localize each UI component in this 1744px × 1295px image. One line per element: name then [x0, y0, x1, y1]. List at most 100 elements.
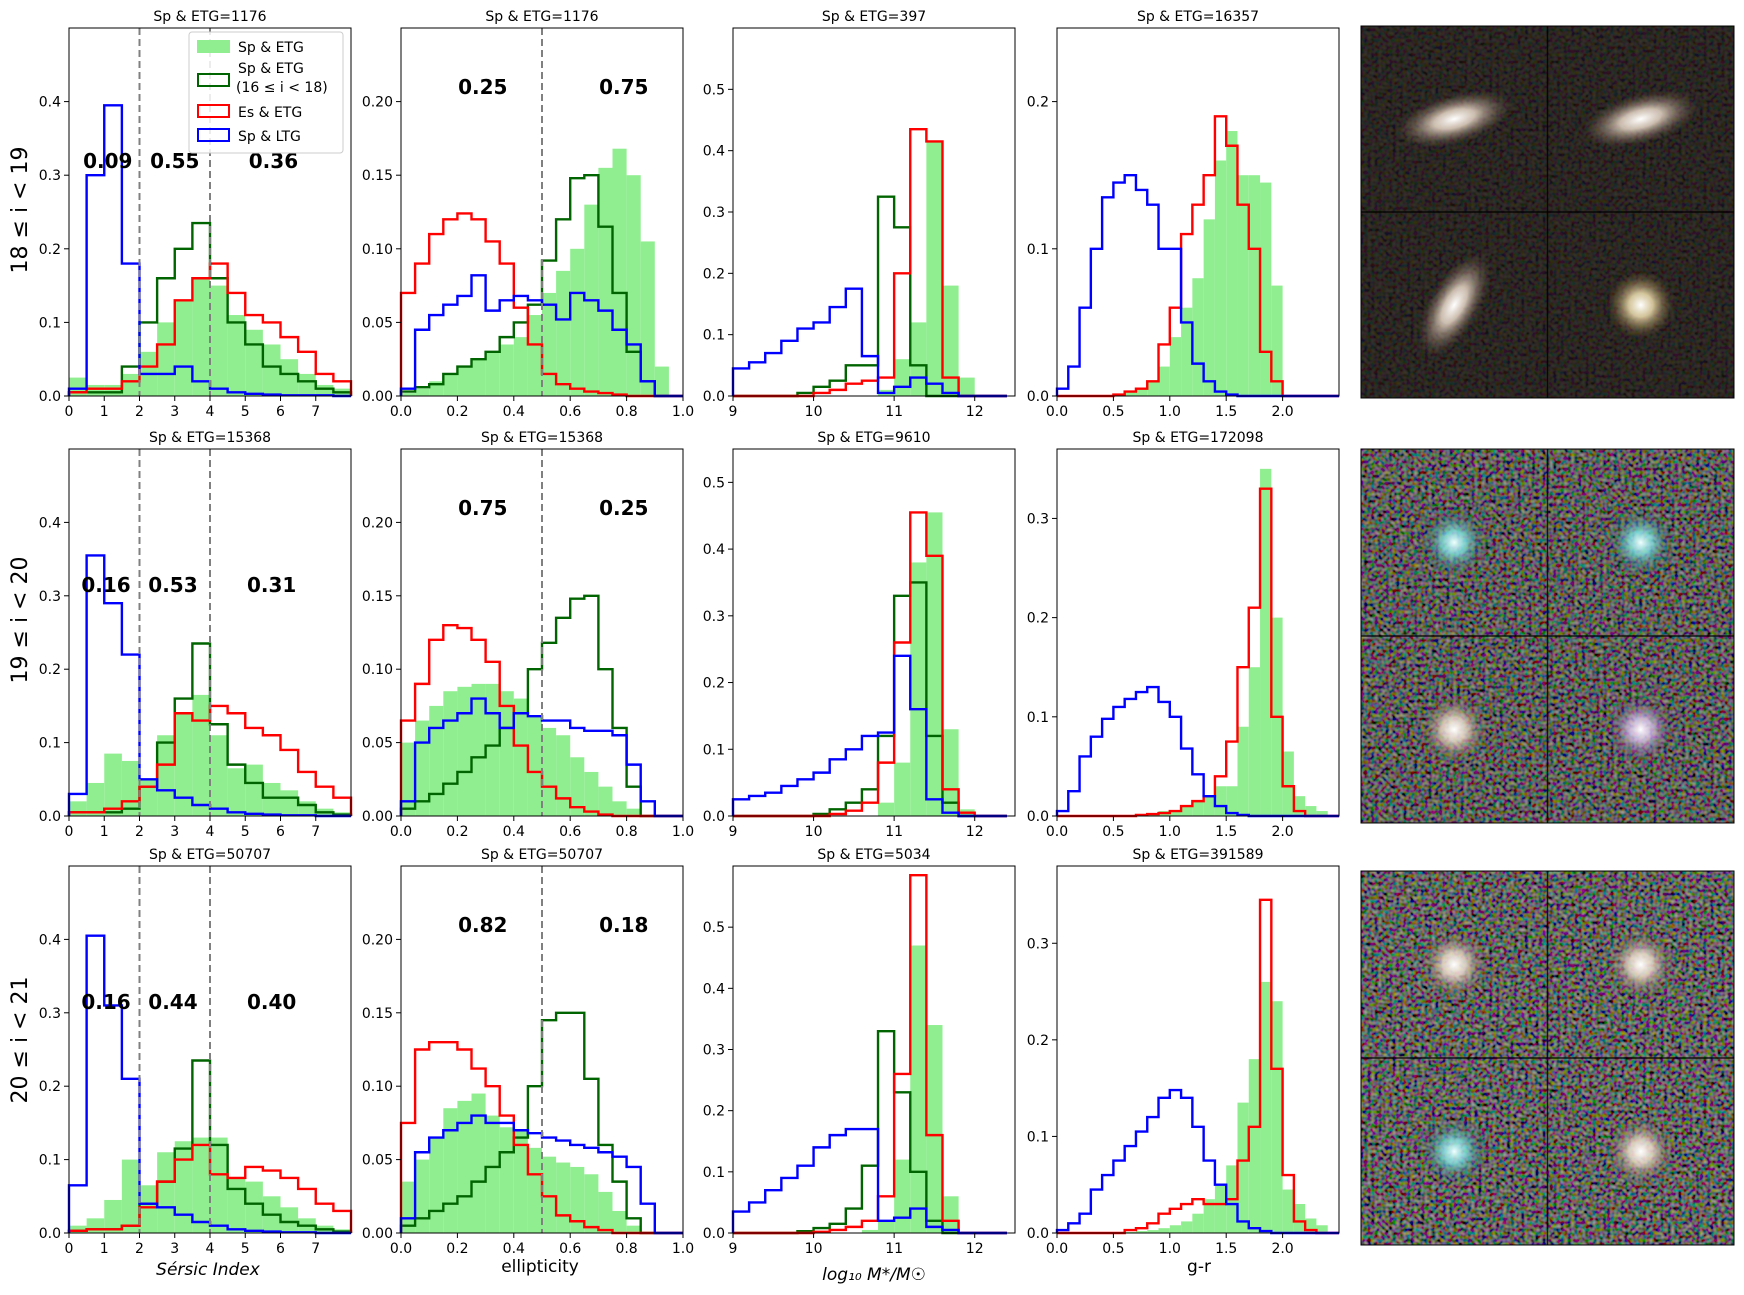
bar-sp-etg [1181, 1221, 1193, 1233]
step-sp-ltg [731, 1127, 1007, 1235]
bar-sp-etg [598, 167, 613, 396]
ytick-label: 0.5 [703, 475, 725, 491]
row-label-2: 19 ≤ i < 20 [8, 557, 33, 684]
panel-title: Sp & ETG=15368 [481, 430, 603, 446]
ytick-label: 0.0 [703, 809, 725, 825]
axes-frame [1056, 448, 1340, 817]
step-sp-ltg [731, 287, 1007, 398]
bar-sp-etg [513, 337, 528, 396]
bar-sp-etg [910, 945, 927, 1233]
xtick-label: 0.0 [1046, 404, 1068, 420]
bar-sp-etg [894, 1159, 911, 1233]
bar-sp-etg [612, 148, 627, 396]
axes-frame [400, 865, 684, 1234]
bar-sp-etg [1203, 796, 1215, 816]
xtick-label: 1.5 [1215, 824, 1237, 840]
xlabel-color: g-r [1187, 1257, 1211, 1277]
bar-sp-etg [86, 384, 105, 396]
ytick-label: 0.1 [39, 315, 61, 331]
ytick-label: 0.0 [39, 1226, 61, 1242]
bar-sp-etg [1316, 811, 1328, 816]
ytick-label: 0.2 [39, 1079, 61, 1095]
bar-sp-etg [542, 1156, 557, 1233]
bar-sp-etg [121, 373, 140, 396]
bar-sp-etg [1237, 726, 1249, 816]
legend: Sp & ETG Sp & ETG (16 ≤ i < 18) Es & ETG… [188, 31, 344, 154]
ytick-label: 0.1 [1027, 242, 1049, 258]
xtick-label: 1.0 [1159, 824, 1181, 840]
image-block-3 [1360, 870, 1735, 1246]
ytick-label: 0.0 [39, 389, 61, 405]
bar-sp-etg [457, 366, 472, 396]
ytick-label: 0.3 [703, 1043, 725, 1059]
step-sp-etg-bright [733, 1029, 1007, 1235]
legend-frame [188, 31, 344, 154]
step-es-etg [1057, 487, 1339, 818]
xtick-label: 10 [805, 824, 823, 840]
panel-title: Sp & ETG=397 [822, 9, 926, 25]
xtick-label: 0.5 [1102, 824, 1124, 840]
panel-title: Sp & ETG=16357 [1137, 9, 1259, 25]
bar-sp-etg [315, 384, 334, 396]
bar-sp-etg [1271, 1001, 1283, 1233]
bar-sp-etg [598, 1191, 613, 1233]
bar-sp-etg [1260, 981, 1272, 1233]
galaxy-blob [1606, 508, 1675, 577]
bar-sp-etg [1214, 1184, 1227, 1233]
bar-sp-etg [139, 1185, 158, 1233]
axes-frame [732, 27, 1016, 397]
step-sp-ltg [1055, 1088, 1339, 1235]
bar-sp-etg [192, 694, 210, 816]
fraction-label: 0.75 [599, 75, 648, 99]
ytick-label: 0.2 [39, 662, 61, 678]
xtick-label: 0.0 [1046, 1241, 1068, 1257]
bar-sp-etg [485, 351, 500, 396]
step-sp-etg-bright [399, 1011, 683, 1235]
xtick-label: 1.5 [1215, 1241, 1237, 1257]
bar-sp-etg [192, 1137, 210, 1233]
bar-sp-etg [1282, 1189, 1294, 1233]
step-es-etg [733, 511, 1007, 818]
bar-sp-etg [104, 384, 122, 396]
bar-sp-etg [942, 1196, 959, 1233]
fraction-label: 0.75 [458, 496, 507, 520]
panel-title: Sp & ETG=1176 [153, 9, 266, 25]
bar-sp-etg [121, 1159, 140, 1233]
image-frame [1360, 448, 1735, 824]
xtick-label: 4 [206, 1241, 215, 1257]
ytick-label: 0.15 [362, 589, 393, 605]
step-sp-ltg [731, 654, 1007, 818]
step-es-etg [399, 623, 683, 818]
ytick-label: 0.4 [703, 981, 725, 997]
ytick-label: 0.1 [1027, 710, 1049, 726]
step-es-etg [399, 212, 683, 398]
step-sp-ltg [67, 934, 351, 1235]
ytick-label: 0.2 [703, 676, 725, 692]
bar-sp-etg [1147, 381, 1159, 396]
panel-title: Sp & ETG=50707 [149, 847, 271, 863]
bar-sp-etg [1169, 1225, 1182, 1233]
bar-sp-etg [401, 1181, 416, 1233]
galaxy-blob [1606, 271, 1675, 339]
fraction-label: 0.25 [599, 496, 648, 520]
bar-sp-etg [245, 329, 263, 396]
axes-frame [732, 865, 1016, 1234]
ytick-label: 0.3 [1027, 511, 1049, 527]
bar-sp-etg [926, 141, 943, 396]
xtick-label: 2.0 [1271, 404, 1293, 420]
xtick-label: 2.0 [1271, 1241, 1293, 1257]
xtick-label: 0.5 [1102, 1241, 1124, 1257]
step-sp-etg-bright [399, 594, 683, 818]
xtick-label: 1 [100, 824, 109, 840]
xtick-label: 9 [729, 404, 738, 420]
panel-10: Sp & ETG=5034 0.0 0.1 0.2 0.3 0.4 0.5 9 10 11 12 [703, 847, 1016, 1257]
panel-title: Sp & ETG=391589 [1132, 847, 1263, 863]
bar-sp-etg [262, 344, 281, 396]
bar-sp-etg [471, 359, 486, 396]
bar-sp-etg [1226, 786, 1238, 816]
ytick-label: 0.4 [39, 932, 61, 948]
bar-sp-etg [1305, 1218, 1317, 1233]
bar-sp-etg [1203, 219, 1215, 396]
xtick-label: 0.5 [1102, 404, 1124, 420]
